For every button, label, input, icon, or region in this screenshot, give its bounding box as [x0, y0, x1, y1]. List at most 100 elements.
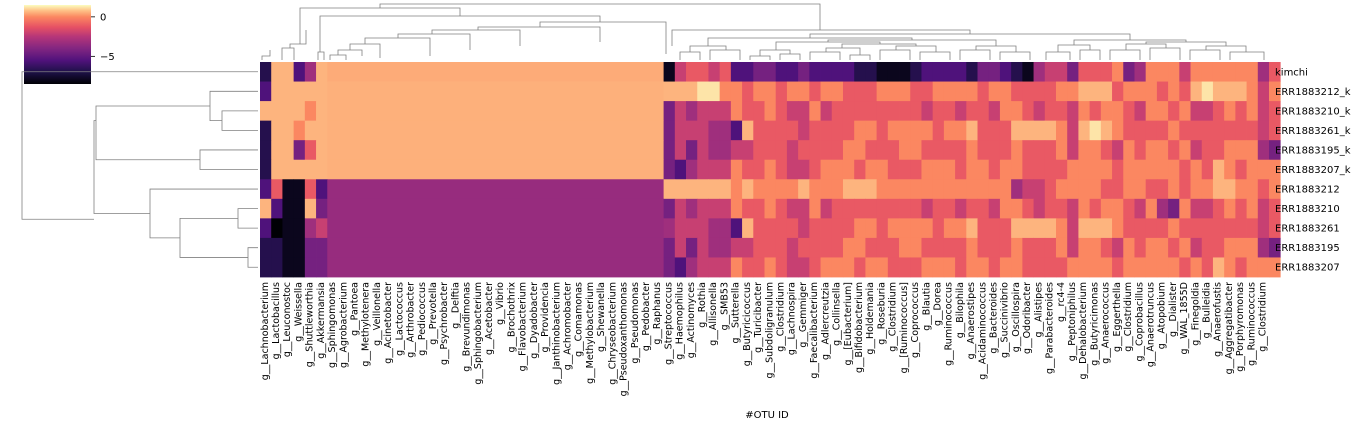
- heatmap-cell: [293, 179, 306, 200]
- heatmap-cell: [910, 81, 922, 102]
- heatmap-cell: [316, 159, 328, 180]
- heatmap-cell: [1022, 62, 1034, 82]
- heatmap-cell: [686, 179, 698, 200]
- dendrogram-link: [317, 51, 325, 60]
- colorbar-tick-label: −5: [100, 52, 115, 63]
- column-labels: g__Lachnobacterium g__Lactobacillus g__Leu…: [260, 282, 1269, 397]
- heatmap-cell: [260, 218, 272, 239]
- heatmap-cell: [842, 101, 855, 122]
- heatmap-cell: [932, 159, 945, 180]
- heatmap-cell: [1078, 159, 1091, 180]
- heatmap-cell: [943, 198, 956, 219]
- column-label: g__Dyadobacter: [529, 282, 540, 359]
- heatmap-cell: [1168, 62, 1180, 82]
- heatmap-cell: [876, 120, 889, 141]
- column-label: g__Streptococcus: [663, 282, 674, 365]
- heatmap-cell: [674, 198, 687, 219]
- dendrogram-link: [477, 26, 601, 42]
- heatmap-cell: [1123, 198, 1135, 219]
- heatmap-cell: [1134, 81, 1147, 102]
- heatmap-cell: [842, 237, 855, 258]
- heatmap-cells: [260, 62, 1281, 278]
- heatmap-cell: [876, 257, 889, 278]
- heatmap-cell: [1246, 62, 1259, 82]
- heatmap-cell: [674, 120, 687, 141]
- column-label: g__Flavobacterium: [518, 282, 529, 371]
- dendrogram-link: [1189, 49, 1221, 60]
- heatmap-cell: [697, 237, 709, 258]
- heatmap-cell: [1033, 257, 1046, 278]
- heatmap-cell: [988, 120, 1001, 141]
- heatmap-cell: [999, 198, 1012, 219]
- heatmap-cell: [910, 179, 922, 200]
- dendrogram-link: [1229, 51, 1265, 60]
- dendrogram-link: [879, 49, 911, 60]
- heatmap-cell: [697, 81, 709, 102]
- heatmap-cell: [809, 120, 821, 141]
- heatmap-cell: [1033, 62, 1046, 82]
- row-label: kimchi: [1275, 67, 1308, 78]
- heatmap-cell: [1201, 198, 1214, 219]
- column-label: g__WAL_1855D: [1179, 282, 1190, 354]
- heatmap-cell: [719, 120, 732, 141]
- heatmap-cell: [999, 101, 1012, 122]
- heatmap-cell: [742, 120, 754, 141]
- heatmap-cell: [316, 198, 328, 219]
- heatmap-cell: [887, 81, 900, 102]
- heatmap-cell: [854, 140, 866, 161]
- heatmap-cell: [1235, 218, 1247, 239]
- heatmap-cell: [876, 62, 889, 82]
- heatmap-cell: [842, 140, 855, 161]
- heatmap-cell: [327, 257, 664, 278]
- heatmap-cell: [1112, 62, 1124, 82]
- heatmap-cell: [719, 101, 732, 122]
- heatmap-cell: [1112, 120, 1124, 141]
- dendrogram-link: [431, 29, 521, 46]
- heatmap-cell: [719, 179, 732, 200]
- heatmap-cell: [1156, 159, 1169, 180]
- heatmap-cell: [966, 179, 978, 200]
- heatmap-cell: [1067, 179, 1079, 200]
- heatmap-cell: [1123, 120, 1135, 141]
- heatmap-cell: [1123, 140, 1135, 161]
- heatmap-cell: [1179, 198, 1191, 219]
- heatmap-cell: [1044, 257, 1057, 278]
- heatmap-cell: [304, 101, 317, 122]
- heatmap-cell: [1022, 237, 1034, 258]
- heatmap-cell: [708, 159, 721, 180]
- heatmap-cell: [663, 120, 676, 141]
- heatmap-cell: [1179, 120, 1191, 141]
- heatmap-cell: [775, 101, 788, 122]
- heatmap-cell: [820, 140, 833, 161]
- heatmap-cell: [753, 237, 765, 258]
- heatmap-cell: [1055, 257, 1068, 278]
- heatmap-cell: [1269, 101, 1281, 122]
- heatmap-cell: [1134, 237, 1147, 258]
- heatmap-cell: [1224, 179, 1236, 200]
- heatmap-cell: [999, 218, 1012, 239]
- heatmap-cell: [1201, 101, 1214, 122]
- heatmap-cell: [977, 159, 990, 180]
- heatmap-cell: [1011, 62, 1023, 82]
- heatmap-cell: [304, 81, 317, 102]
- heatmap-cell: [674, 257, 687, 278]
- heatmap-cell: [1112, 218, 1124, 239]
- heatmap-cell: [293, 101, 306, 122]
- heatmap-cell: [271, 140, 283, 161]
- heatmap-cell: [1100, 101, 1113, 122]
- heatmap-cell: [271, 179, 283, 200]
- column-label: g__Turicibacter: [753, 282, 764, 353]
- row-label: ERR1883195_k: [1275, 146, 1351, 157]
- heatmap-cell: [820, 237, 833, 258]
- heatmap-cell: [730, 257, 743, 278]
- heatmap-cell: [271, 101, 283, 122]
- column-label: g__Lactococcus: [394, 282, 405, 356]
- heatmap-cell: [887, 120, 900, 141]
- heatmap-cell: [1257, 218, 1270, 239]
- column-label: g__Dehalobacterium: [1078, 282, 1089, 379]
- heatmap-cell: [1033, 101, 1046, 122]
- dendrogram-link: [975, 45, 1017, 52]
- column-label: g__Prevotella: [428, 282, 439, 345]
- heatmap-cell: [1044, 62, 1057, 82]
- column-label: g__Methylotenera: [361, 282, 372, 367]
